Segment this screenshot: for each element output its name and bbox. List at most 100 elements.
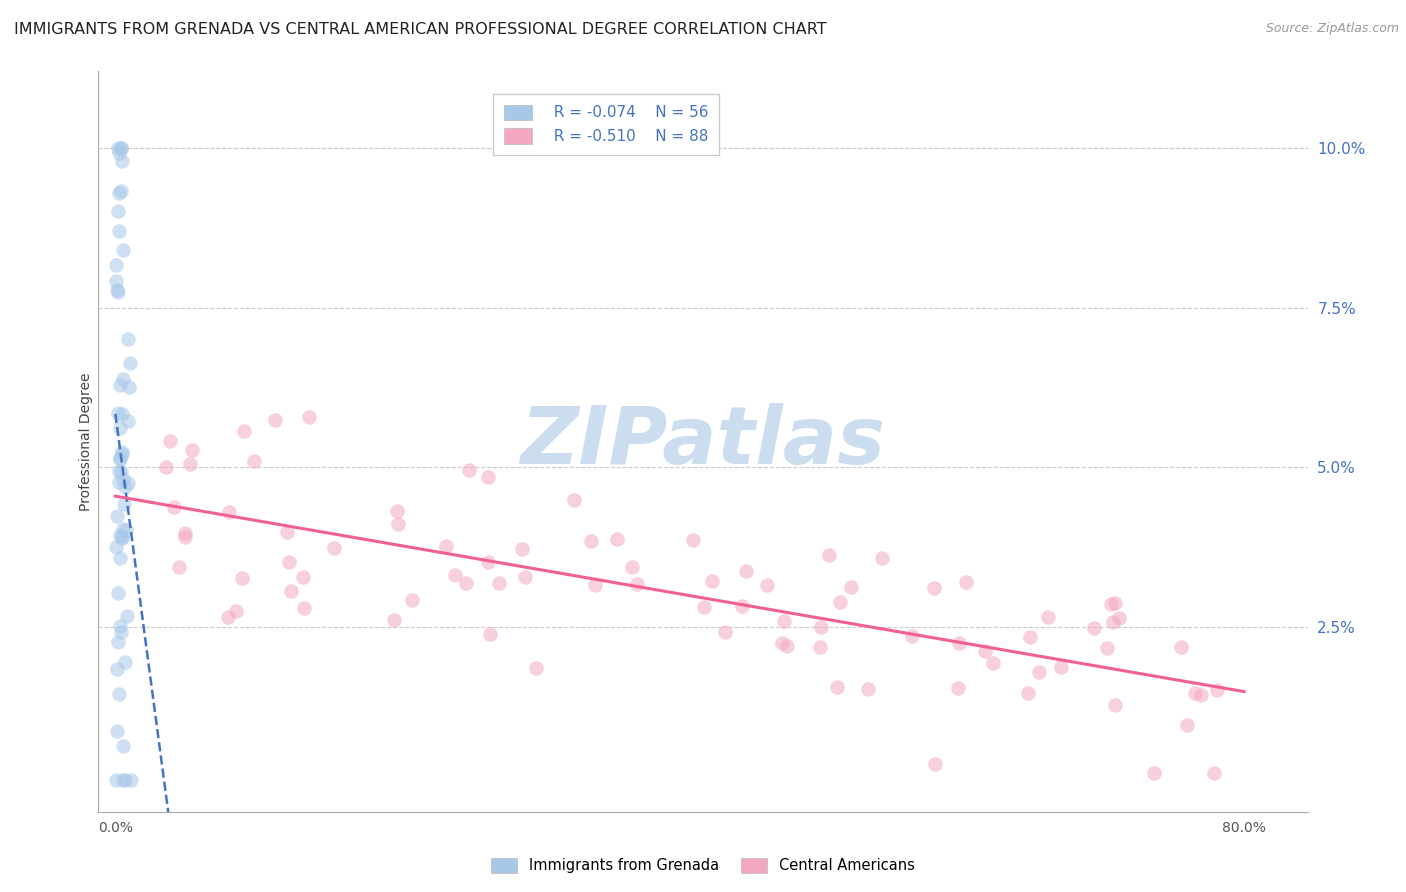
Point <box>173 526 195 541</box>
Point <box>114 772 136 787</box>
Point <box>218 505 240 519</box>
Legend:   R = -0.074    N = 56,   R = -0.510    N = 88: R = -0.074 N = 56, R = -0.510 N = 88 <box>494 94 718 155</box>
Point <box>159 434 181 448</box>
Point <box>973 644 995 658</box>
Point <box>243 454 266 468</box>
Point <box>756 578 779 592</box>
Point <box>1189 688 1212 702</box>
Point <box>1038 609 1060 624</box>
Point <box>294 601 316 615</box>
Point <box>107 406 129 420</box>
Point <box>107 475 129 489</box>
Point <box>382 613 405 627</box>
Point <box>385 504 408 518</box>
Point <box>232 424 254 438</box>
Point <box>948 636 970 650</box>
Point <box>112 472 135 486</box>
Point <box>818 548 841 562</box>
Point <box>107 635 129 649</box>
Point <box>110 465 132 479</box>
Point <box>163 500 186 515</box>
Point <box>105 772 128 787</box>
Point <box>179 457 201 471</box>
Point <box>108 186 131 201</box>
Point <box>111 522 134 536</box>
Point <box>111 532 134 546</box>
Point <box>110 450 132 465</box>
Point <box>115 609 138 624</box>
Point <box>108 528 131 542</box>
Point <box>700 574 723 588</box>
Point <box>111 243 134 257</box>
Point <box>981 656 1004 670</box>
Point <box>693 599 716 614</box>
Point <box>105 723 128 738</box>
Point <box>107 585 129 599</box>
Point <box>770 635 793 649</box>
Point <box>111 531 134 545</box>
Point <box>620 559 643 574</box>
Point <box>922 581 945 595</box>
Legend: Immigrants from Grenada, Central Americans: Immigrants from Grenada, Central America… <box>484 850 922 880</box>
Point <box>108 619 131 633</box>
Point <box>117 414 139 428</box>
Point <box>117 332 139 346</box>
Text: ZIPatlas: ZIPatlas <box>520 402 886 481</box>
Point <box>924 756 946 771</box>
Point <box>1017 686 1039 700</box>
Point <box>105 283 128 297</box>
Point <box>1108 611 1130 625</box>
Point <box>946 681 969 695</box>
Point <box>110 420 132 434</box>
Point <box>173 530 195 544</box>
Point <box>955 575 977 590</box>
Point <box>1177 717 1199 731</box>
Point <box>735 565 758 579</box>
Text: Source: ZipAtlas.com: Source: ZipAtlas.com <box>1265 22 1399 36</box>
Point <box>114 480 136 494</box>
Point <box>231 571 253 585</box>
Point <box>225 604 247 618</box>
Point <box>1104 596 1126 610</box>
Point <box>477 470 499 484</box>
Point <box>117 475 139 490</box>
Point <box>217 609 239 624</box>
Point <box>581 533 603 548</box>
Point <box>524 661 547 675</box>
Point <box>510 541 533 556</box>
Point <box>110 624 132 639</box>
Point <box>155 460 177 475</box>
Point <box>298 410 321 425</box>
Point <box>810 640 832 654</box>
Point <box>1206 683 1229 698</box>
Point <box>107 141 129 155</box>
Point <box>114 523 136 537</box>
Point <box>105 508 128 523</box>
Point <box>323 541 346 555</box>
Point <box>110 377 132 392</box>
Point <box>858 681 880 696</box>
Y-axis label: Professional Degree: Professional Degree <box>79 372 93 511</box>
Point <box>108 451 131 466</box>
Point <box>1097 640 1119 655</box>
Point <box>776 640 799 654</box>
Point <box>810 619 832 633</box>
Point <box>107 285 129 299</box>
Point <box>111 445 134 459</box>
Point <box>114 655 136 669</box>
Point <box>515 570 537 584</box>
Point <box>1102 615 1125 629</box>
Point <box>730 599 752 613</box>
Point <box>292 569 315 583</box>
Point <box>477 555 499 569</box>
Point <box>108 687 131 701</box>
Point <box>112 772 135 787</box>
Point <box>682 533 704 547</box>
Point <box>1083 621 1105 635</box>
Point <box>606 533 628 547</box>
Point <box>488 576 510 591</box>
Point <box>901 629 924 643</box>
Point <box>583 577 606 591</box>
Point <box>108 464 131 478</box>
Point <box>280 584 302 599</box>
